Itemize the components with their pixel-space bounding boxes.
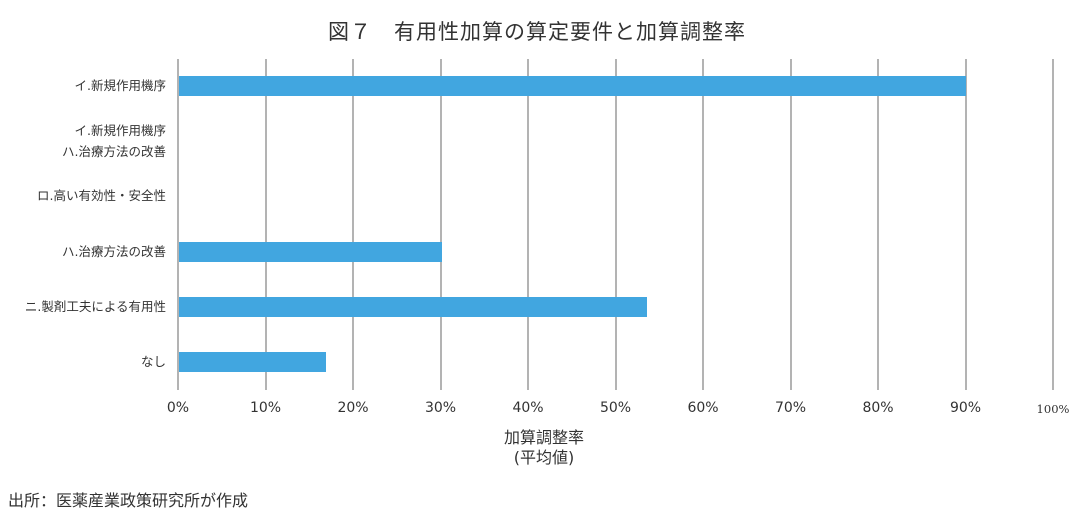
gridline bbox=[614, 59, 617, 390]
x-axis-title: 加算調整率 (平均値) bbox=[504, 428, 584, 468]
plot-area bbox=[177, 59, 1054, 390]
x-axis-tick-label: 100% bbox=[1036, 402, 1070, 416]
gridline bbox=[264, 59, 267, 390]
x-axis-tick-label: 0% bbox=[166, 400, 190, 416]
bar bbox=[179, 296, 647, 317]
gridline bbox=[439, 59, 442, 390]
x-axis-title-line2: (平均値) bbox=[513, 448, 575, 467]
gridline bbox=[964, 59, 967, 390]
y-axis-label: なし bbox=[140, 353, 166, 369]
x-axis-tick-label: 10% bbox=[249, 400, 282, 416]
gridline bbox=[177, 59, 179, 390]
x-axis-tick-label: 20% bbox=[337, 400, 369, 416]
y-axis-label: ハ.治療方法の改善 bbox=[62, 243, 166, 259]
gridline bbox=[789, 59, 792, 390]
x-axis-tick-label: 40% bbox=[512, 400, 544, 416]
y-axis-label: イ.新規作用機序 ハ.治療方法の改善 bbox=[62, 122, 166, 159]
x-axis-tick-label: 80% bbox=[862, 400, 894, 416]
bar bbox=[179, 76, 966, 97]
gridline bbox=[877, 59, 879, 390]
x-axis-tick-label: 60% bbox=[687, 400, 719, 416]
x-axis-title-line1: 加算調整率 bbox=[503, 428, 585, 447]
y-axis-label: ニ.製剤工夫による有用性 bbox=[24, 298, 166, 314]
bar bbox=[179, 351, 326, 372]
gridline bbox=[1052, 59, 1054, 390]
gridline bbox=[352, 59, 354, 390]
bar bbox=[179, 241, 443, 262]
x-axis-tick-label: 90% bbox=[949, 400, 982, 416]
x-axis-tick-label: 70% bbox=[774, 400, 807, 416]
chart-title: 図７ 有用性加算の算定要件と加算調整率 bbox=[328, 20, 746, 44]
gridline bbox=[702, 59, 704, 390]
y-axis-label: ロ.高い有効性・安全性 bbox=[37, 188, 166, 204]
x-axis-tick-label: 50% bbox=[599, 400, 632, 416]
source-note: 出所：医薬産業政策研究所が作成 bbox=[8, 491, 249, 510]
gridline bbox=[527, 59, 529, 390]
y-axis-label: イ.新規作用機序 bbox=[74, 78, 166, 94]
x-axis-tick-label: 30% bbox=[424, 400, 457, 416]
